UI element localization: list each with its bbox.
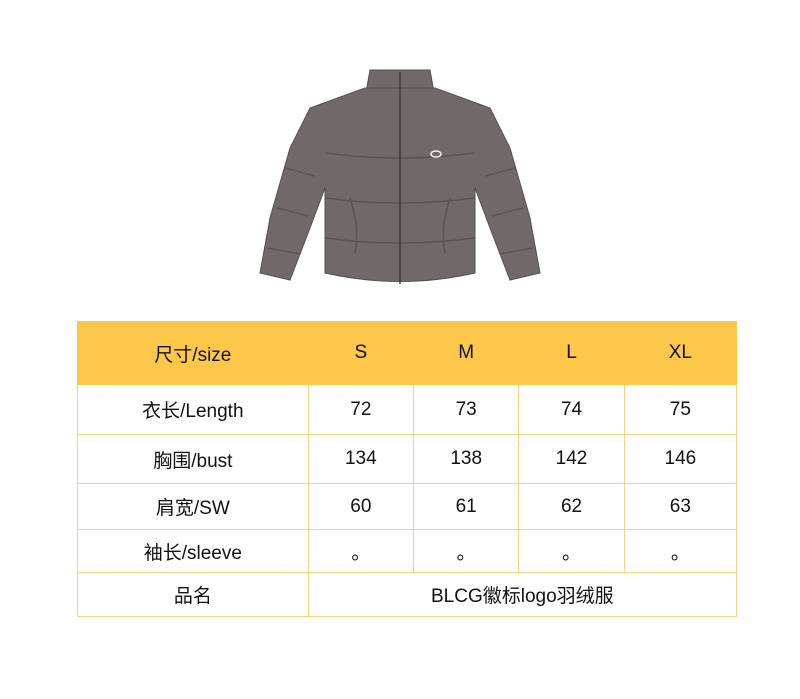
- cell: 63: [623, 483, 738, 530]
- logo-icon: [430, 150, 442, 158]
- cell: 75: [623, 384, 738, 435]
- size-chart-table: 尺寸/size S M L XL 衣长/Length 72 73 74 75 胸…: [77, 321, 738, 617]
- cell: 72: [307, 384, 415, 435]
- table-row: 袖长/sleeve 。 。 。 。: [77, 529, 738, 573]
- table-row: 衣长/Length 72 73 74 75: [77, 384, 738, 435]
- cell: 134: [307, 434, 415, 484]
- cell: 60: [307, 483, 415, 530]
- header-cell: M: [413, 321, 520, 385]
- cell: 61: [413, 483, 520, 530]
- cell: 138: [413, 434, 520, 484]
- cell: 。: [307, 529, 415, 573]
- cell: 。: [623, 529, 738, 573]
- cell: 。: [518, 529, 625, 573]
- jacket-product-image: [259, 69, 541, 284]
- cell: 73: [413, 384, 520, 435]
- row-label: 胸围/bust: [77, 434, 309, 484]
- product-name-row: 品名 BLCG徽标logo羽绒服: [77, 572, 738, 617]
- cell: 62: [518, 483, 625, 530]
- row-label: 品名: [77, 572, 309, 617]
- product-name: BLCG徽标logo羽绒服: [307, 572, 738, 617]
- table-row: 胸围/bust 134 138 142 146: [77, 434, 738, 484]
- header-cell: L: [518, 321, 625, 385]
- cell: 74: [518, 384, 625, 435]
- table-row: 肩宽/SW 60 61 62 63: [77, 483, 738, 530]
- header-cell: S: [307, 321, 415, 385]
- row-label: 袖长/sleeve: [77, 529, 309, 573]
- cell: 146: [623, 434, 738, 484]
- row-label: 衣长/Length: [77, 384, 309, 435]
- header-cell: XL: [623, 321, 738, 385]
- header-cell: 尺寸/size: [77, 321, 309, 385]
- cell: 142: [518, 434, 625, 484]
- row-label: 肩宽/SW: [77, 483, 309, 530]
- table-header-row: 尺寸/size S M L XL: [77, 321, 738, 385]
- cell: 。: [413, 529, 520, 573]
